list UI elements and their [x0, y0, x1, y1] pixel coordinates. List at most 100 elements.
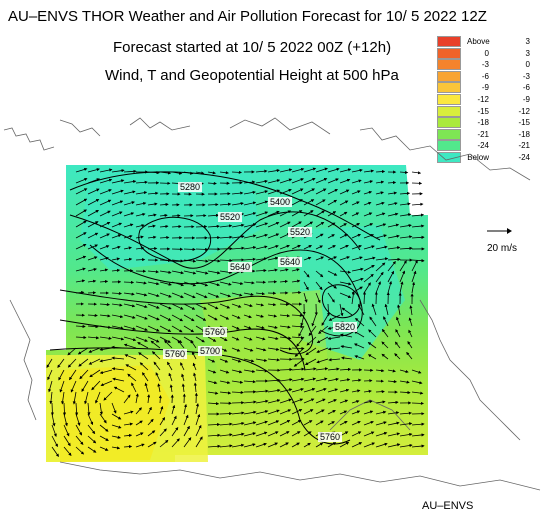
wind-arrow	[399, 390, 411, 395]
wind-arrow	[327, 222, 336, 228]
wind-arrow	[75, 267, 86, 272]
wind-arrow	[255, 420, 268, 426]
wind-arrow	[171, 438, 180, 448]
wind-arrow	[159, 224, 169, 229]
wind-arrow	[51, 435, 58, 448]
wind-arrow	[75, 209, 87, 217]
wind-arrow	[75, 424, 82, 436]
wind-arrow	[137, 342, 149, 349]
wind-arrow	[195, 303, 207, 310]
legend-row: -15 -12	[437, 105, 537, 118]
wind-arrow	[63, 413, 68, 427]
legend-low-label: -3	[481, 60, 489, 70]
wind-arrow	[243, 347, 254, 352]
wind-arrow	[363, 389, 372, 393]
wind-arrow	[135, 336, 148, 342]
contour-label: 5760	[205, 327, 225, 337]
wind-arrow	[231, 246, 245, 250]
wind-arrow	[399, 422, 413, 426]
wind-arrow	[75, 402, 79, 416]
wind-arrow	[243, 432, 257, 437]
wind-arrow	[303, 167, 317, 173]
wind-arrow	[315, 409, 325, 415]
wind-arrow	[315, 388, 327, 393]
wind-arrow	[267, 347, 280, 351]
wind-arrow	[159, 428, 167, 437]
wind-arrow	[291, 377, 305, 382]
wind-arrow	[243, 325, 252, 330]
wind-arrow	[327, 245, 336, 250]
wind-arrow	[300, 314, 305, 327]
wind-arrow	[279, 347, 293, 351]
wind-arrow	[207, 369, 217, 374]
wind-arrow	[51, 424, 57, 437]
wind-arrow	[49, 391, 53, 405]
legend-low-label: -18	[477, 118, 489, 128]
wind-arrow	[155, 372, 161, 382]
wind-arrow	[164, 340, 173, 349]
wind-arrow	[375, 431, 388, 437]
wind-arrow	[291, 442, 300, 448]
wind-arrow	[387, 223, 400, 228]
wind-arrow	[387, 234, 400, 239]
wind-arrow	[135, 201, 147, 206]
wind-arrow	[341, 307, 353, 316]
wind-arrow	[207, 270, 221, 275]
wind-arrow	[147, 202, 158, 206]
wind-arrow	[279, 268, 289, 272]
legend-low-label: -6	[481, 71, 489, 81]
legend-row: -21 -18	[437, 128, 537, 141]
wind-arrow	[111, 234, 122, 239]
wind-arrow	[279, 314, 291, 318]
wind-arrow	[363, 431, 375, 437]
wind-arrow	[291, 409, 303, 415]
legend-high-label: 0	[525, 60, 530, 70]
wind-arrow	[123, 190, 136, 195]
wind-arrow	[135, 314, 148, 320]
wind-arrow	[327, 347, 341, 351]
wind-arrow	[243, 400, 257, 404]
legend-row: -12 -9	[437, 93, 537, 106]
wind-arrow	[147, 418, 154, 426]
wind-arrow	[399, 246, 413, 250]
wind-arrow	[305, 347, 317, 356]
wind-arrow	[315, 178, 328, 184]
wind-arrow	[125, 364, 137, 371]
wind-arrow	[88, 358, 101, 365]
wind-arrow	[291, 346, 305, 351]
wind-arrow	[123, 394, 131, 404]
wind-arrow	[89, 369, 101, 378]
legend-low-label: -12	[477, 94, 489, 104]
legend-low-label: -24	[477, 141, 489, 151]
wind-arrow	[95, 391, 101, 404]
wind-arrow	[99, 199, 112, 206]
wind-arrow	[231, 336, 240, 341]
wind-arrow	[341, 356, 353, 360]
wind-arrow	[279, 388, 293, 393]
wind-arrow	[135, 180, 148, 184]
wind-arrow	[411, 433, 425, 437]
wind-arrow	[408, 329, 413, 338]
wind-arrow	[111, 413, 122, 420]
wind-arrow	[387, 369, 396, 373]
legend-swatch	[437, 128, 461, 140]
wind-arrow	[62, 402, 67, 416]
wind-arrow	[387, 421, 400, 426]
wind-arrow	[243, 245, 257, 250]
legend-swatch	[437, 140, 461, 152]
wind-arrow	[81, 380, 89, 392]
wind-arrow	[135, 303, 148, 309]
contour-label: 5640	[230, 262, 250, 272]
wind-arrow	[243, 190, 256, 195]
wind-arrow	[375, 421, 387, 426]
wind-arrow	[135, 407, 142, 415]
wind-arrow	[181, 373, 185, 382]
wind-arrow	[387, 202, 398, 206]
wind-arrow	[87, 210, 100, 217]
wind-arrow	[381, 328, 389, 338]
wind-arrow	[195, 225, 208, 229]
wind-arrow	[243, 234, 257, 239]
wind-arrow	[231, 202, 244, 206]
wind-arrow	[159, 281, 172, 286]
wind-arrow	[303, 270, 310, 278]
